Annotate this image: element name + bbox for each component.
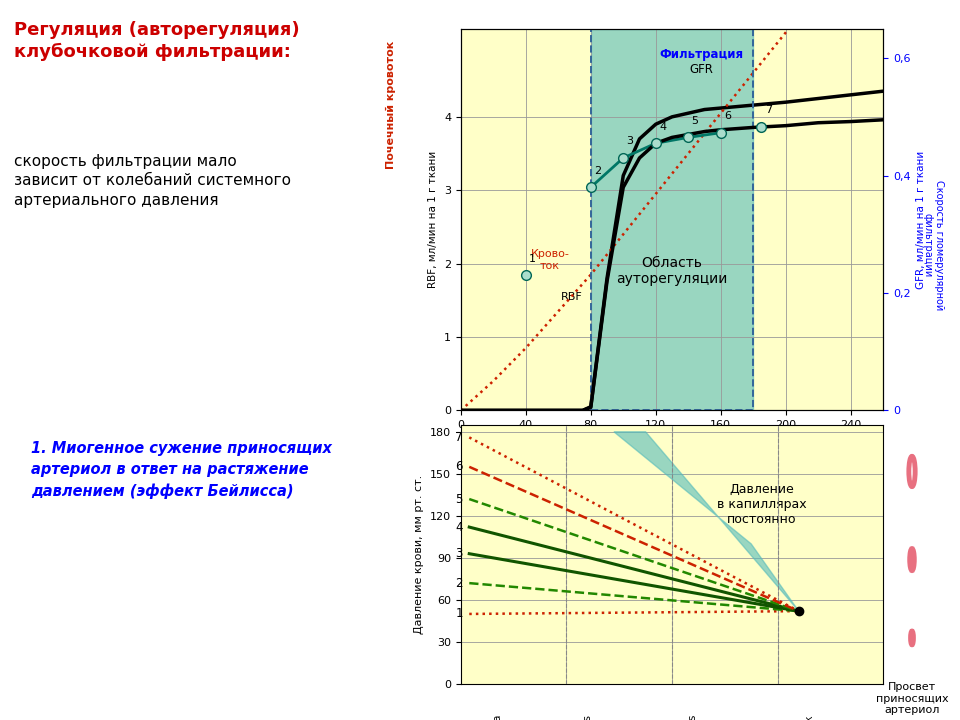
Text: 3: 3 xyxy=(456,547,463,560)
X-axis label: Среднее артериальное давление крови, мм рт. ст.: Среднее артериальное давление крови, мм … xyxy=(514,436,830,449)
Polygon shape xyxy=(614,432,799,611)
Text: 5: 5 xyxy=(456,492,463,505)
Text: Давление
в капиллярах
постоянно: Давление в капиллярах постоянно xyxy=(717,483,806,526)
Text: GFR: GFR xyxy=(689,63,713,76)
Text: A. arcuata: A. arcuata xyxy=(492,715,503,720)
Text: 1: 1 xyxy=(455,608,463,621)
Text: Vas afferens: Vas afferens xyxy=(688,715,698,720)
Text: 2: 2 xyxy=(594,166,601,176)
Text: 1. Миогенное сужение приносящих
артериол в ответ на растяжение
давлением (эффект: 1. Миогенное сужение приносящих артериол… xyxy=(31,441,331,499)
Text: A. interlobularis: A. interlobularis xyxy=(583,715,592,720)
Text: Фильтрация: Фильтрация xyxy=(660,48,743,61)
Text: Просвет
приносящих
артериол: Просвет приносящих артериол xyxy=(876,682,948,715)
Text: Область
ауторегуляции: Область ауторегуляции xyxy=(616,256,728,286)
Text: 7: 7 xyxy=(455,431,463,444)
Text: скорость фильтрации мало
зависит от колебаний системного
артериального давления: скорость фильтрации мало зависит от коле… xyxy=(13,153,291,208)
Text: Регуляция (авторегуляция)
клубочковой фильтрации:: Регуляция (авторегуляция) клубочковой фи… xyxy=(13,21,300,60)
Text: RBF: RBF xyxy=(561,292,582,302)
Text: 1: 1 xyxy=(529,253,536,264)
Text: Почечный кровоток: Почечный кровоток xyxy=(386,41,396,169)
Bar xyxy=(590,29,754,410)
Text: 6: 6 xyxy=(455,460,463,473)
Text: 3: 3 xyxy=(627,136,634,146)
Text: Скорость гломерулярной
фильтрации: Скорость гломерулярной фильтрации xyxy=(923,180,944,310)
Text: 7: 7 xyxy=(764,105,772,115)
Text: 2: 2 xyxy=(455,577,463,590)
Bar xyxy=(590,29,754,410)
Text: 6: 6 xyxy=(724,111,731,121)
Text: 5: 5 xyxy=(691,116,699,126)
Text: 4: 4 xyxy=(455,521,463,534)
Y-axis label: RBF, мл/мин на 1 г ткани: RBF, мл/мин на 1 г ткани xyxy=(428,151,439,288)
Text: 4: 4 xyxy=(659,122,666,132)
Y-axis label: GFR, мл/мин на 1 г ткани: GFR, мл/мин на 1 г ткани xyxy=(916,150,926,289)
Y-axis label: Давление крови, мм рт. ст.: Давление крови, мм рт. ст. xyxy=(415,474,424,634)
Text: Крово-
ток: Крово- ток xyxy=(531,249,569,271)
Text: Клубочек: Клубочек xyxy=(804,715,814,720)
